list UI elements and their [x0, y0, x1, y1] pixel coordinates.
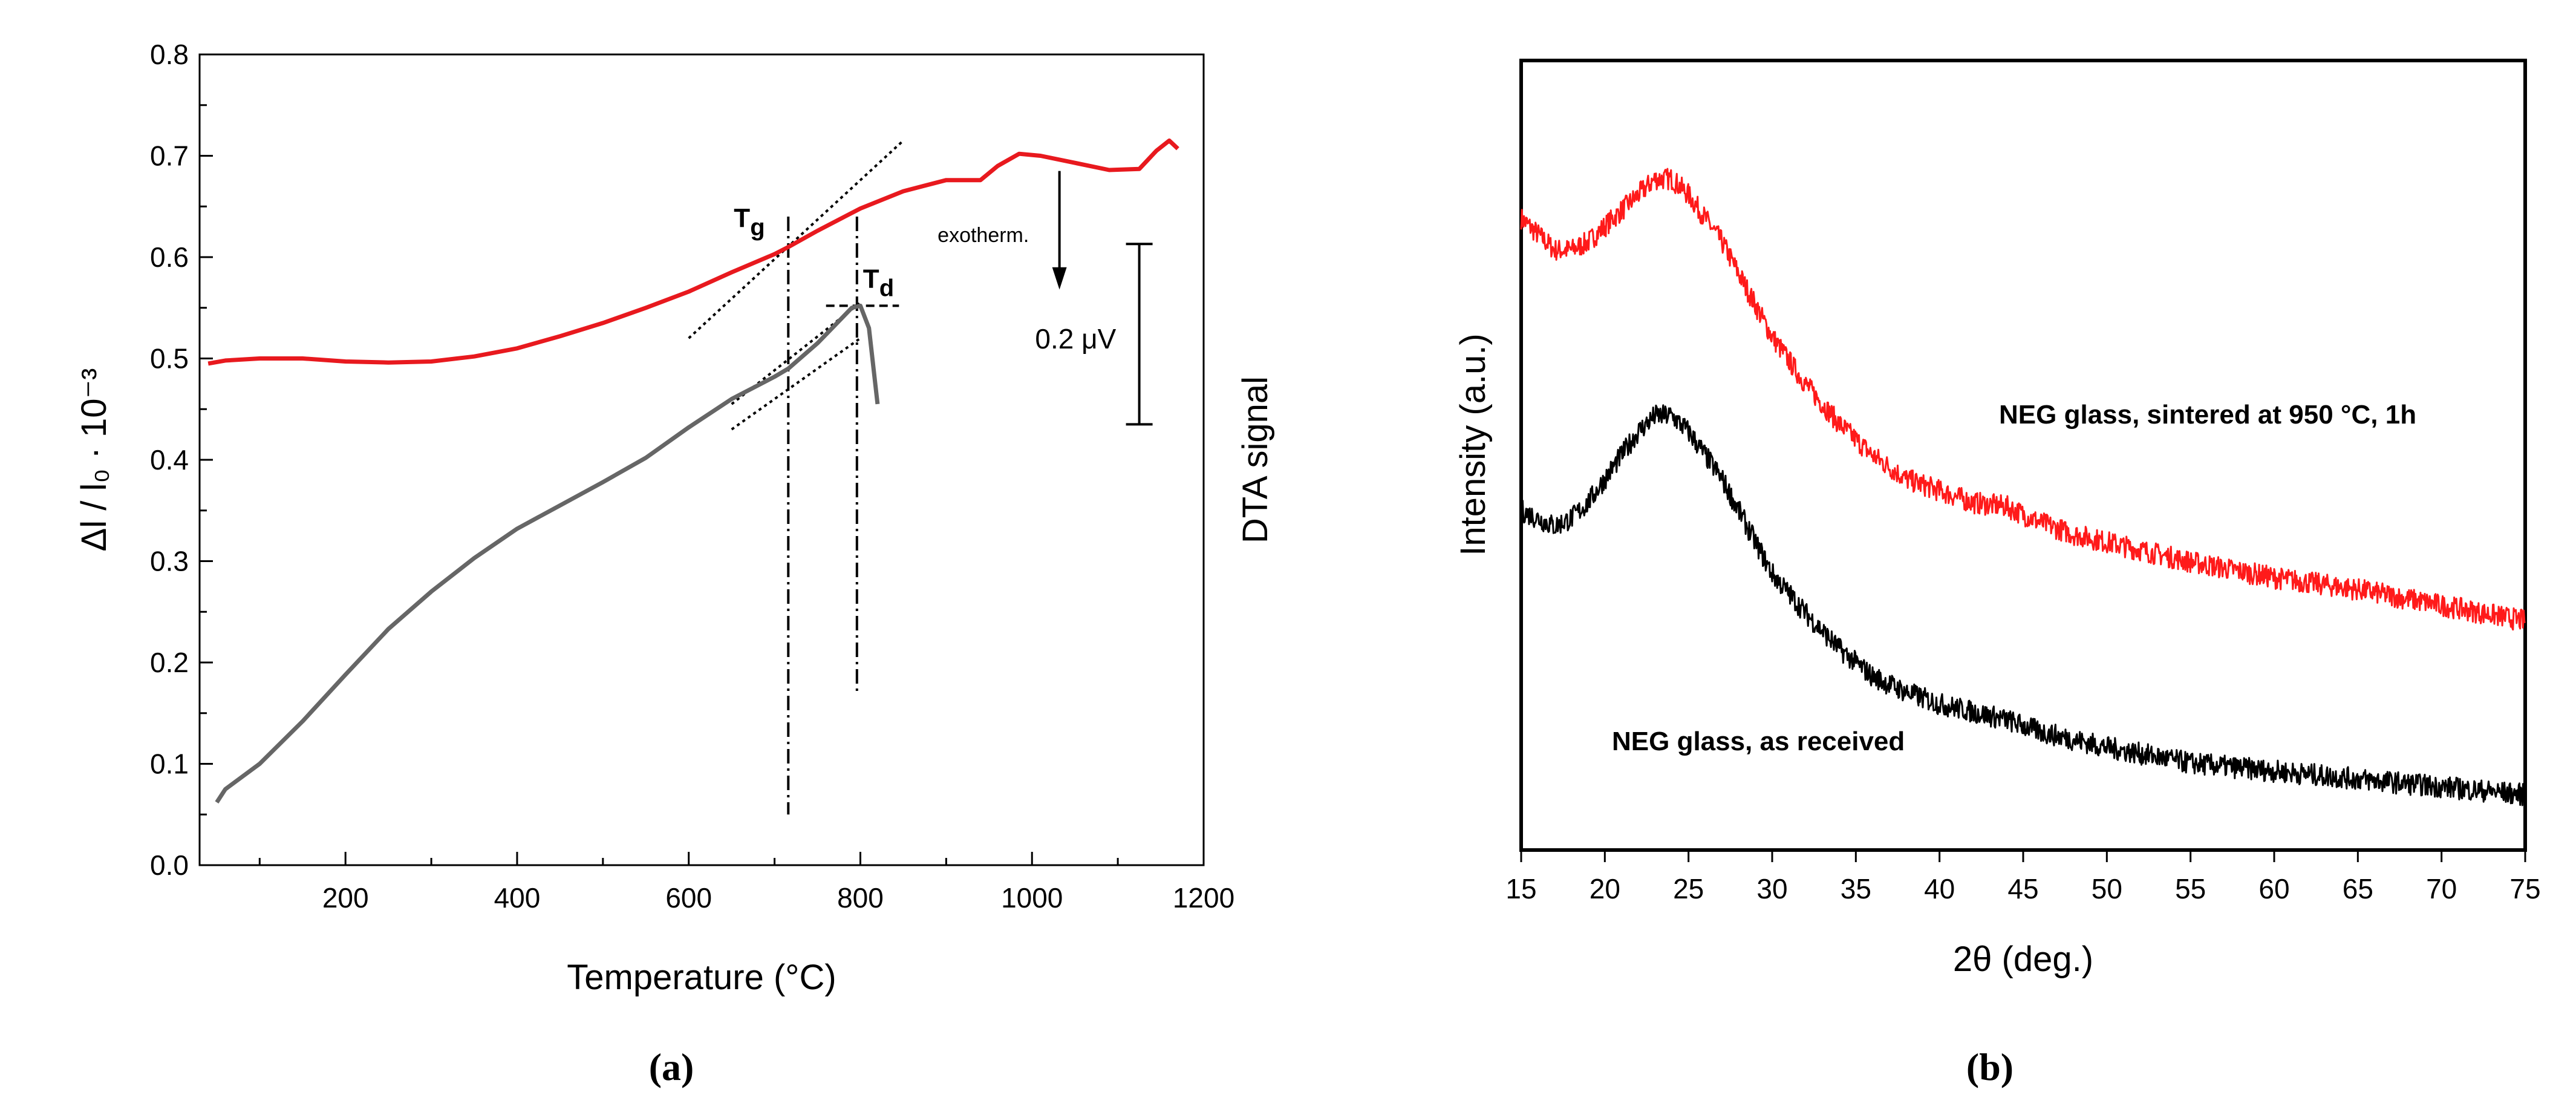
tg-label: Tg [734, 203, 765, 241]
exotherm-arrow-head [1052, 267, 1067, 290]
x-tick-label: 20 [1590, 873, 1620, 904]
panel-a-annotations: Tg Td exotherm. 0.2 μV [734, 171, 1153, 426]
y-tick-label: 0.8 [150, 39, 189, 70]
y-tick-label: 0.4 [150, 444, 189, 476]
x-tick-label: 30 [1756, 873, 1787, 904]
panel-b-label: (b) [1966, 1045, 2014, 1088]
y-tick-label: 0.1 [150, 748, 189, 780]
x-tick-label: 25 [1673, 873, 1704, 904]
x-tick-label: 35 [1841, 873, 1871, 904]
panel-b-x-ticks: 15 20 25 30 35 40 45 50 55 60 65 70 75 [1505, 850, 2541, 904]
panel-a-series [207, 138, 1179, 804]
panel-a-x-axis-label: Temperature (°C) [567, 958, 836, 997]
y-tick-label: 0.7 [150, 140, 189, 172]
x-tick-label: 1200 [1173, 882, 1234, 914]
y-tick-label: 0.3 [150, 546, 189, 577]
y-tick-label: 0.6 [150, 241, 189, 273]
series-line-as-received [1520, 404, 2526, 806]
x-tick-label: 65 [2343, 873, 2373, 904]
x-tick-label: 400 [494, 882, 541, 914]
x-tick-label: 70 [2426, 873, 2457, 904]
x-tick-label: 600 [665, 882, 712, 914]
x-tick-label: 60 [2258, 873, 2289, 904]
panel-a-y-ticks: 0.0 0.1 0.2 0.3 0.4 0.5 0.6 0.7 0.8 [150, 39, 213, 881]
panel-a-chart: 200 400 600 800 1000 1200 0.00.10.20.30.40.50… [74, 39, 1275, 1088]
series-line-dilatometry [215, 303, 880, 804]
panel-b-legend-as-received: NEG glass, as received [1612, 727, 1905, 756]
series-line-sintered [1520, 168, 2526, 631]
x-tick-label: 55 [2175, 873, 2206, 904]
x-tick-label: 50 [2092, 873, 2122, 904]
x-tick-label: 15 [1505, 873, 1536, 904]
panel-b-legend-sintered: NEG glass, sintered at 950 °C, 1h [1999, 400, 2416, 430]
panel-b-y-axis-label: Intensity (a.u.) [1453, 333, 1493, 555]
td-label: Td [863, 264, 894, 301]
dta-scale-label: 0.2 μV [1035, 323, 1116, 355]
tangent-line [688, 139, 904, 339]
panel-b-series [1520, 168, 2526, 806]
x-tick-label: 1000 [1001, 882, 1063, 914]
x-tick-label: 45 [2007, 873, 2038, 904]
y-tick-label: 0.0 [150, 849, 189, 881]
x-tick-label: 200 [322, 882, 369, 914]
panel-b-x-axis-label: 2θ (deg.) [1953, 940, 2093, 979]
exotherm-label: exotherm. [937, 224, 1029, 247]
series-line-DTA [207, 138, 1179, 366]
x-tick-label: 800 [837, 882, 884, 914]
panel-a-x-ticks: 200 400 600 800 1000 1200 [258, 852, 1234, 914]
y-tick-label: 0.2 [150, 647, 189, 678]
panel-a-y-axis-label: Δl / l₀ · 10⁻³ [74, 368, 114, 552]
x-tick-label: 40 [1924, 873, 1955, 904]
x-tick-label: 75 [2509, 873, 2540, 904]
y-tick-label: 0.5 [150, 343, 189, 374]
panel-a-y2-axis-label: DTA signal [1236, 376, 1275, 543]
panel-b-chart: 15 20 25 30 35 40 45 50 55 60 65 70 75 NEG glass, si… [1453, 59, 2541, 1088]
panel-a-label: (a) [649, 1045, 694, 1088]
panel-a-plot-frame [198, 53, 1205, 866]
